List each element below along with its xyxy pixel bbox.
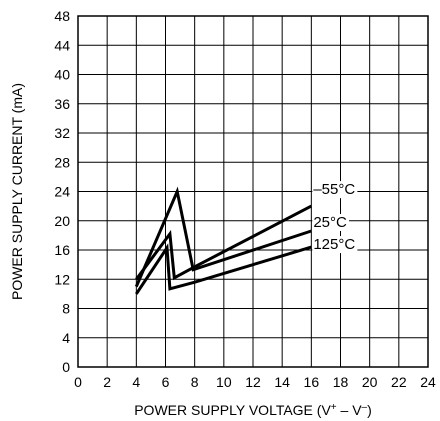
series-label: 125°C — [313, 236, 355, 253]
series-line — [135, 204, 312, 281]
plot-frame — [77, 15, 429, 368]
y-tick-label: 32 — [54, 125, 70, 141]
series-lines — [134, 186, 312, 295]
y-tick-label: 36 — [54, 96, 70, 112]
series-label: 25°C — [313, 214, 347, 231]
y-axis-title: POWER SUPPLY CURRENT (mA) — [9, 83, 25, 300]
x-tick-label: 0 — [74, 374, 82, 390]
y-tick-label: 20 — [54, 213, 70, 229]
grid — [78, 16, 428, 367]
series-line — [134, 186, 312, 288]
y-tick-label: 44 — [54, 37, 70, 53]
x-tick-label: 24 — [420, 374, 436, 390]
y-tick-label: 4 — [62, 330, 70, 346]
x-tick-label: 14 — [274, 374, 290, 390]
series-label: –55°C — [313, 181, 355, 198]
y-tick-label: 0 — [62, 359, 70, 375]
x-tick-label: 6 — [162, 374, 170, 390]
y-tick-label: 48 — [54, 8, 70, 24]
x-tick-label: 10 — [216, 374, 232, 390]
series-label-background — [312, 213, 350, 231]
x-tick-label: 16 — [304, 374, 320, 390]
series-labels: –55°C 25°C 125°C — [312, 181, 358, 254]
x-tick-labels: 0 2 4 6 8 10 12 14 16 18 20 22 24 — [74, 374, 436, 390]
x-tick-label: 12 — [245, 374, 261, 390]
x-tick-label: 4 — [132, 374, 140, 390]
x-tick-label: 8 — [191, 374, 199, 390]
x-axis-title: POWER SUPPLY VOLTAGE (V+ – V–) — [134, 402, 372, 418]
series-label-background — [312, 236, 358, 254]
x-tick-label: 20 — [362, 374, 378, 390]
y-tick-label: 12 — [54, 271, 70, 287]
series-label-background — [312, 181, 358, 199]
y-tick-label: 8 — [62, 301, 70, 317]
x-tick-label: 22 — [391, 374, 407, 390]
y-tick-label: 16 — [54, 242, 70, 258]
x-tick-label: 18 — [333, 374, 349, 390]
y-tick-label: 40 — [54, 67, 70, 83]
y-tick-label: 24 — [54, 184, 70, 200]
y-tick-label: 28 — [54, 154, 70, 170]
series-line — [135, 243, 312, 295]
x-tick-label: 2 — [103, 374, 111, 390]
